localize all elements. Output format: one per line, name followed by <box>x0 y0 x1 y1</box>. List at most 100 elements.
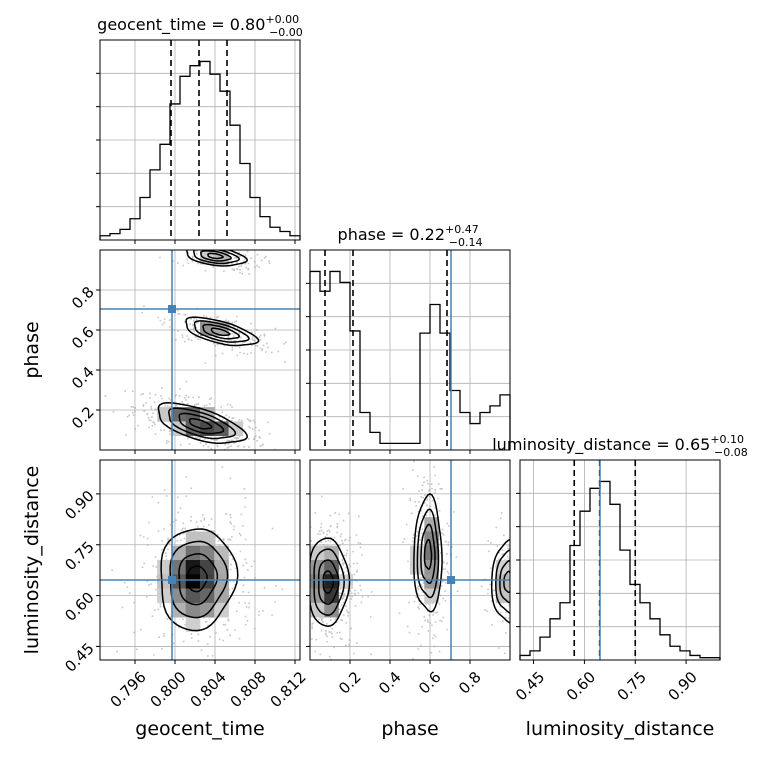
truth-marker <box>447 576 455 584</box>
panel-frame <box>519 459 721 661</box>
contour-line <box>310 537 351 627</box>
x-tick-label-geocent_time: 0.812 <box>267 668 310 711</box>
histogram-phase <box>309 270 511 450</box>
x-tick-label-luminosity_distance: 0.90 <box>665 668 701 704</box>
x-tick-label-phase: 0.4 <box>375 668 405 698</box>
title-plus: +0.00 <box>265 13 299 26</box>
density-cell <box>171 545 187 561</box>
panel-phase-vs-luminosity_distance <box>306 459 511 664</box>
truth-marker <box>168 305 176 313</box>
y-tick-label-luminosity_distance: 0.45 <box>61 639 97 675</box>
contour-line <box>187 565 208 593</box>
hist-panel-geocent_time: geocent_time = 0.80+0.00 −0.00 <box>96 13 303 244</box>
x-axis-label-luminosity_distance: luminosity_distance <box>526 718 715 740</box>
density-cell <box>310 602 325 618</box>
contour-line <box>188 417 213 430</box>
hist-panel-luminosity_distance: luminosity_distance = 0.65+0.10 −0.08 <box>492 433 748 664</box>
panel-frame <box>99 39 301 241</box>
contour-line <box>210 327 231 337</box>
x-tick-label-geocent_time: 0.808 <box>227 668 270 711</box>
contour-line <box>416 508 440 599</box>
contour-line <box>499 559 510 604</box>
contour-line <box>185 316 260 347</box>
y-axis-label-phase: phase <box>21 321 43 378</box>
truth-marker <box>168 576 176 584</box>
x-tick-label-phase: 0.6 <box>415 668 445 698</box>
panel-frame <box>99 249 301 451</box>
title-minus: −0.14 <box>449 236 483 249</box>
x-axis-label-geocent_time: geocent_time <box>135 718 264 740</box>
density-cell <box>424 588 439 604</box>
contour-line <box>207 252 224 260</box>
density-cell <box>200 560 215 575</box>
panel-title-phase: phase = 0.22+0.47 −0.14 <box>338 223 483 249</box>
contour-line <box>420 523 436 585</box>
density-cell <box>424 531 439 547</box>
density-cell <box>324 574 339 589</box>
title-value: geocent_time = 0.80 <box>97 15 265 35</box>
scatter-samples <box>310 460 510 660</box>
contour-line <box>490 538 510 624</box>
y-tick-label-phase: 0.2 <box>68 403 98 433</box>
x-tick-label-phase: 0.2 <box>335 668 365 698</box>
panel-frame <box>309 459 511 661</box>
contour-line <box>160 528 239 632</box>
contour-line <box>423 538 433 570</box>
density-cell <box>171 588 187 604</box>
panel-geocent_time-vs-phase <box>96 249 301 454</box>
scatter-samples <box>104 250 287 450</box>
y-tick-label-luminosity_distance: 0.60 <box>61 589 97 625</box>
density-cell <box>200 602 215 618</box>
contour-line <box>168 407 237 440</box>
title-minus: −0.08 <box>714 446 748 459</box>
title-minus: −0.00 <box>269 26 303 39</box>
x-tick-label-geocent_time: 0.796 <box>107 668 150 711</box>
density-cell <box>214 545 229 561</box>
y-tick-label-phase: 0.4 <box>68 363 98 393</box>
histogram-luminosity_distance <box>519 480 721 660</box>
density-cell <box>338 574 354 589</box>
x-axis-label-phase: phase <box>381 718 438 740</box>
contour-line <box>495 549 510 614</box>
y-tick-label-phase: 0.8 <box>68 283 98 313</box>
x-tick-label-geocent_time: 0.800 <box>147 668 190 711</box>
contour-line <box>503 570 510 594</box>
contour-line <box>317 559 340 605</box>
contour-line <box>202 323 241 340</box>
panel-frame <box>309 249 511 451</box>
title-plus: +0.10 <box>710 433 744 446</box>
x-tick-label-geocent_time: 0.804 <box>187 668 230 711</box>
density-cell <box>324 588 339 604</box>
y-tick-label-luminosity_distance: 0.90 <box>61 487 97 523</box>
panel-geocent_time-vs-luminosity_distance <box>96 459 301 664</box>
contour-line <box>313 548 345 616</box>
contour-line <box>322 570 335 594</box>
x-tick-label-luminosity_distance: 0.60 <box>563 668 599 704</box>
contour-line <box>193 320 250 343</box>
title-value: phase = 0.22 <box>338 225 445 244</box>
panel-content <box>100 460 300 660</box>
contour-line <box>193 250 240 265</box>
density-cell <box>171 407 187 422</box>
title-value: luminosity_distance = 0.65 <box>492 435 710 455</box>
panel-frame <box>99 459 301 661</box>
hist-panel-phase: phase = 0.22+0.47 −0.14 <box>306 223 511 454</box>
density-cell <box>228 421 244 437</box>
x-tick-label-phase: 0.8 <box>455 668 485 698</box>
histogram-geocent_time <box>99 60 301 240</box>
density-cell <box>185 602 201 618</box>
density-cell <box>495 574 510 589</box>
x-tick-label-luminosity_distance: 0.45 <box>512 668 548 704</box>
contour-line <box>200 250 232 262</box>
density-cell <box>310 574 325 589</box>
contour-line <box>413 493 443 613</box>
panel-title-geocent_time: geocent_time = 0.80+0.00 −0.00 <box>97 13 303 39</box>
density-cell <box>200 545 215 561</box>
density-cell <box>324 602 339 618</box>
panel-title-luminosity_distance: luminosity_distance = 0.65+0.10 −0.08 <box>492 433 748 459</box>
contour-line <box>178 412 225 435</box>
y-tick-label-luminosity_distance: 0.75 <box>61 538 97 574</box>
contour-line <box>157 402 249 445</box>
density-cell <box>157 588 172 604</box>
y-tick-label-phase: 0.6 <box>68 323 98 353</box>
